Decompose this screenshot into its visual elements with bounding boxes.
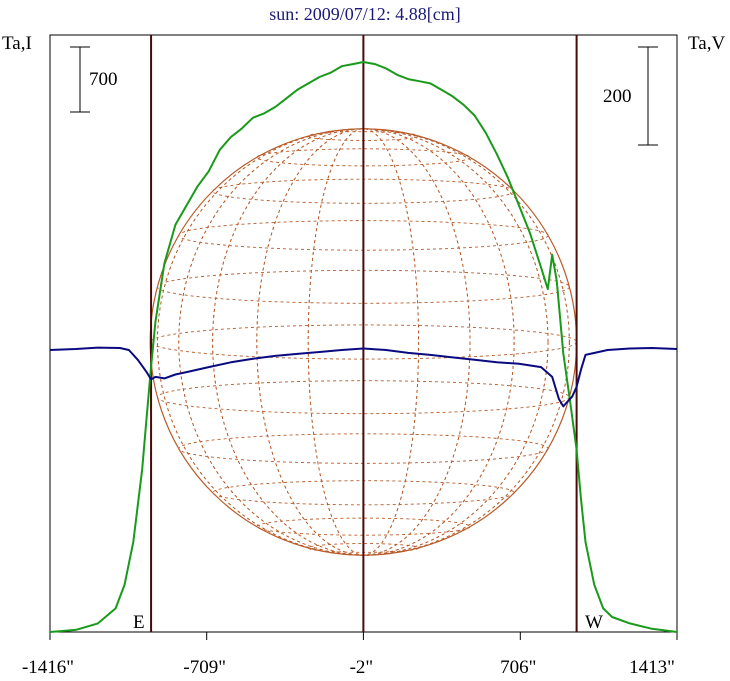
reference-lines [150, 35, 578, 632]
west-limb-label: W [585, 612, 603, 633]
stokes-v-line [49, 346, 678, 408]
left-scale-bar: 700 [70, 46, 118, 113]
x-axis-ticks: -1416" -709" -2" 706" 1413" [22, 632, 678, 678]
right-scale-label: 200 [603, 86, 632, 107]
x-tick-label: -709" [183, 657, 226, 678]
x-tick-label: 1413" [629, 657, 675, 678]
left-scale-label: 700 [89, 69, 118, 90]
x-tick-label: 706" [500, 657, 536, 678]
x-tick-label: -1416" [22, 657, 74, 678]
left-axis-label: Ta,I [2, 33, 32, 54]
stokes-i-line [49, 61, 678, 633]
right-axis-label: Ta,V [688, 33, 725, 54]
chart-title: sun: 2009/07/12: 4.88[cm] [269, 4, 461, 24]
right-scale-bar: 200 [603, 46, 658, 146]
x-tick-label: -2" [350, 657, 374, 678]
east-limb-label: E [133, 612, 145, 633]
